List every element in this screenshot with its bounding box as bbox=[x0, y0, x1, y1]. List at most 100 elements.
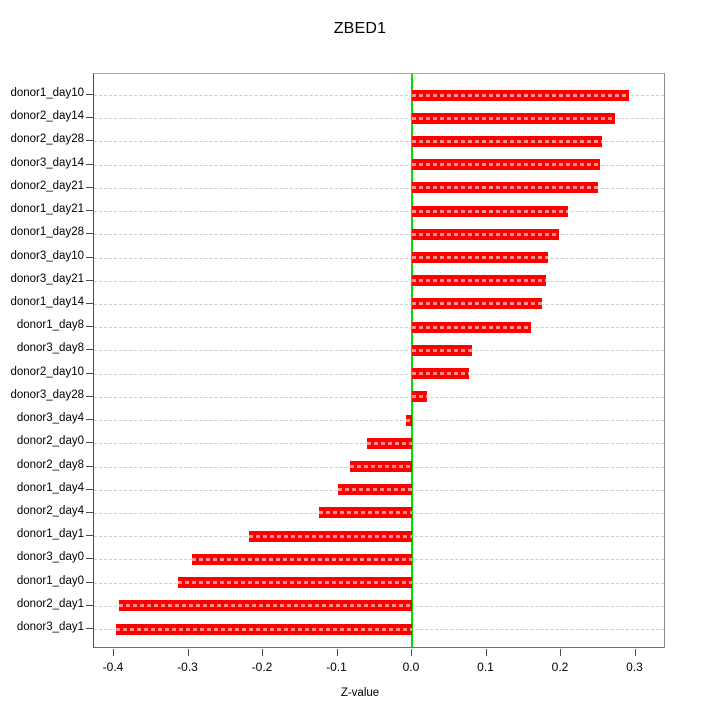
gridline bbox=[94, 396, 664, 398]
y-axis-label-donor2_day28: donor2_day28 bbox=[0, 134, 84, 146]
gridline bbox=[94, 257, 664, 259]
gridline bbox=[94, 234, 664, 236]
x-axis-tick bbox=[634, 649, 636, 656]
y-axis-tick bbox=[86, 186, 93, 188]
x-axis-label-0.3: 0.3 bbox=[626, 660, 643, 674]
y-axis-label-text: donor1_day4 bbox=[16, 481, 84, 494]
x-axis-tick bbox=[485, 649, 487, 656]
y-axis-tick bbox=[86, 94, 93, 95]
bar-hatch bbox=[248, 534, 412, 538]
x-axis-title: Z-value bbox=[340, 687, 380, 699]
plot-area bbox=[93, 73, 665, 648]
bar-donor1_day10 bbox=[412, 89, 629, 101]
gridline bbox=[94, 164, 664, 166]
y-axis-label-donor1_day0: donor1_day0 bbox=[0, 574, 84, 587]
y-axis-label-text: donor2_day0 bbox=[16, 435, 84, 448]
gridline bbox=[94, 211, 664, 213]
y-axis-label-text: donor2_day8 bbox=[16, 458, 84, 471]
y-axis-tick bbox=[86, 581, 93, 583]
y-axis-label-donor3_day28: donor3_day28 bbox=[0, 389, 84, 401]
x-axis-label--0.3: -0.3 bbox=[177, 660, 198, 674]
x-axis-tick bbox=[336, 649, 338, 656]
y-axis-tick bbox=[86, 140, 93, 142]
y-axis-label-donor2_day4: donor2_day4 bbox=[0, 504, 84, 517]
x-axis-label--0.1: -0.1 bbox=[326, 660, 347, 674]
y-axis-label-donor1_day28: donor1_day28 bbox=[0, 227, 84, 239]
bar-hatch bbox=[412, 232, 559, 236]
y-axis-label-donor2_day0: donor2_day0 bbox=[0, 435, 84, 448]
y-axis-label-text: donor3_day0 bbox=[16, 551, 84, 564]
gridline bbox=[94, 373, 664, 375]
y-axis-label-text: donor2_day10 bbox=[10, 365, 84, 378]
bar-donor1_day4 bbox=[337, 484, 412, 496]
y-axis-label-donor1_day8: donor1_day8 bbox=[0, 319, 84, 332]
y-axis-label-text: donor1_day21 bbox=[10, 203, 84, 216]
y-axis-label-text: donor3_day21 bbox=[10, 272, 84, 285]
y-axis-label-donor3_day4: donor3_day4 bbox=[0, 412, 84, 425]
y-axis-tick bbox=[86, 233, 93, 235]
gridline bbox=[94, 141, 664, 143]
y-axis-label-text: donor3_day10 bbox=[10, 249, 84, 262]
bar-hatch bbox=[318, 511, 412, 515]
y-axis-label-text: donor1_day14 bbox=[10, 295, 84, 308]
y-axis-tick bbox=[86, 395, 93, 397]
y-axis-label-text: donor3_day4 bbox=[16, 412, 84, 425]
bar-donor2_day28 bbox=[412, 135, 602, 147]
page-title: ZBED1 bbox=[333, 20, 387, 37]
y-axis-label-donor3_day21: donor3_day21 bbox=[0, 272, 84, 285]
y-axis-tick bbox=[86, 465, 93, 467]
y-axis-label-donor2_day1: donor2_day1 bbox=[0, 597, 84, 610]
bar-hatch bbox=[412, 93, 629, 97]
y-axis-label-donor3_day14: donor3_day14 bbox=[0, 156, 84, 169]
y-axis-label-text: donor3_day8 bbox=[16, 342, 84, 355]
y-axis-label-text: donor2_day1 bbox=[16, 597, 84, 610]
y-axis-tick bbox=[86, 349, 93, 351]
y-axis-label-donor1_day1: donor1_day1 bbox=[0, 528, 84, 541]
x-axis-label--0.2: -0.2 bbox=[251, 660, 273, 674]
bar-hatch bbox=[412, 209, 569, 213]
bar-donor2_day0 bbox=[367, 437, 412, 449]
bar-hatch bbox=[412, 302, 543, 306]
bar-donor1_day21 bbox=[412, 205, 569, 217]
bar-donor3_day14 bbox=[412, 159, 601, 171]
bar-hatch bbox=[337, 488, 412, 492]
x-axis-label--0.4: -0.4 bbox=[102, 660, 124, 674]
y-axis-label-text: donor2_day4 bbox=[16, 504, 84, 517]
bar-hatch bbox=[350, 465, 412, 469]
bar-donor1_day1 bbox=[248, 530, 412, 542]
bar-donor2_day10 bbox=[412, 368, 469, 380]
y-axis-tick bbox=[86, 256, 93, 258]
x-axis-tick bbox=[187, 649, 189, 656]
bar-donor3_day0 bbox=[192, 553, 412, 565]
bar-hatch bbox=[412, 116, 615, 120]
bar-donor2_day8 bbox=[350, 461, 412, 473]
y-axis-label-text: donor3_day14 bbox=[10, 156, 84, 169]
bar-hatch bbox=[412, 256, 549, 260]
y-axis-label-donor3_day8: donor3_day8 bbox=[0, 342, 84, 355]
bar-donor1_day28 bbox=[412, 228, 559, 240]
bar-hatch bbox=[192, 557, 412, 561]
gridline bbox=[94, 95, 664, 96]
x-axis-tick bbox=[262, 649, 263, 656]
y-axis-tick bbox=[86, 535, 93, 537]
y-axis-label-text: donor1_day8 bbox=[16, 319, 84, 332]
x-axis-tick bbox=[113, 649, 114, 656]
bar-donor2_day21 bbox=[412, 182, 599, 194]
y-axis-label-donor1_day14: donor1_day14 bbox=[0, 295, 84, 308]
y-axis-label-donor2_day10: donor2_day10 bbox=[0, 365, 84, 378]
y-axis-label-donor2_day21: donor2_day21 bbox=[0, 180, 84, 192]
bar-donor2_day14 bbox=[412, 112, 615, 124]
gridline bbox=[94, 327, 664, 329]
y-axis-label-text: donor1_day1 bbox=[16, 528, 84, 541]
y-axis-label-text: donor1_day0 bbox=[16, 574, 84, 587]
y-axis-label-donor2_day14: donor2_day14 bbox=[0, 110, 84, 123]
y-axis-label-donor1_day4: donor1_day4 bbox=[0, 481, 84, 494]
bar-hatch bbox=[412, 372, 469, 376]
bar-donor3_day8 bbox=[412, 344, 472, 356]
bar-hatch bbox=[119, 604, 412, 608]
y-axis-label-donor3_day10: donor3_day10 bbox=[0, 249, 84, 262]
y-axis-label-text: donor2_day14 bbox=[10, 110, 84, 123]
bar-donor3_day21 bbox=[412, 275, 547, 287]
bar-donor1_day14 bbox=[412, 298, 543, 310]
